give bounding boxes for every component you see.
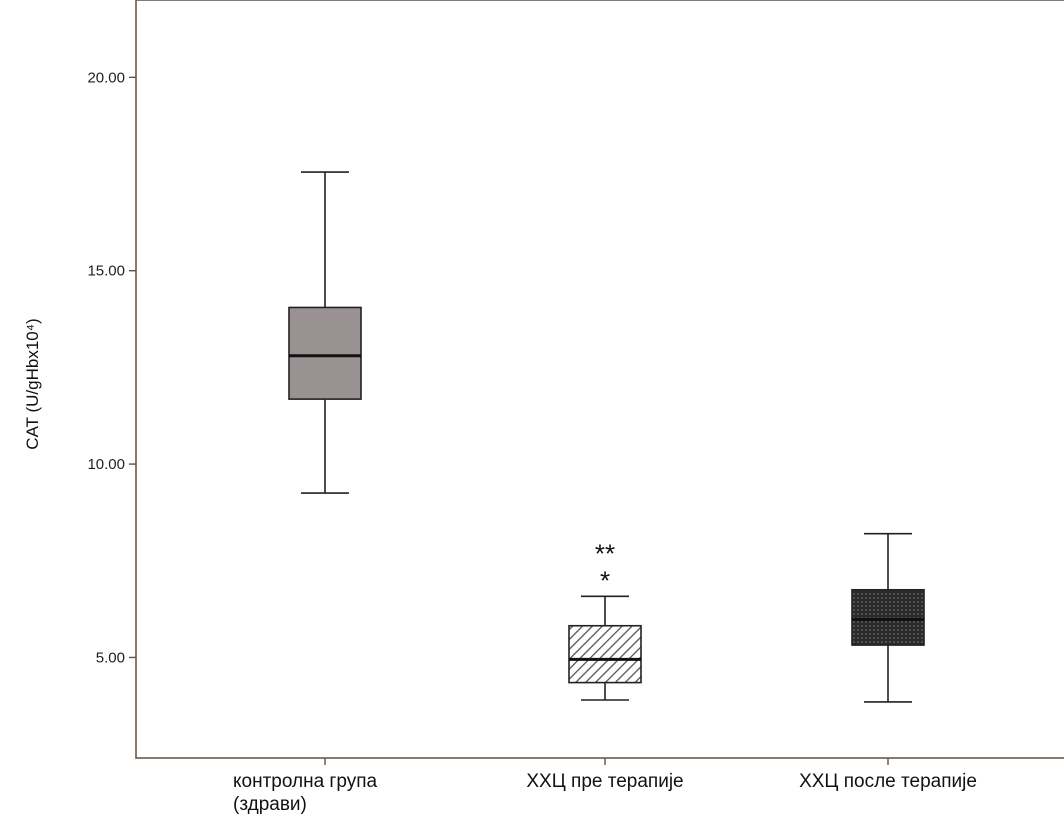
x-category-label: ХХЦ после терапије (799, 771, 977, 792)
x-category-label-line: ХХЦ пре терапије (526, 771, 683, 792)
box-1 (288, 171, 362, 494)
outlier-marker: ** (595, 538, 615, 568)
box-iqr (288, 306, 362, 400)
x-category-label-line: контролна група (233, 771, 378, 792)
boxes: *** (288, 171, 925, 703)
x-category-label: контролна група (здрави) (233, 771, 378, 815)
y-axis: 5.00 10.00 15.00 20.00 (87, 69, 136, 666)
box-3 (851, 532, 925, 703)
outlier-marker: * (600, 565, 610, 595)
box-iqr (851, 588, 925, 646)
plot-frame (135, 0, 1064, 759)
x-category-label-line: ХХЦ после терапије (799, 771, 977, 792)
x-category-label-line: (здрави) (233, 794, 307, 815)
box-iqr (568, 624, 642, 684)
y-tick-label: 15.00 (87, 263, 125, 280)
x-category-label: ХХЦ пре терапије (526, 771, 683, 792)
y-axis-title: CAT (U/gHbx10⁴) (23, 318, 42, 449)
y-tick-label: 5.00 (96, 649, 125, 666)
x-axis: контролна група (здрави) ХХЦ пре терапије Х… (233, 758, 977, 815)
y-tick-label: 20.00 (87, 69, 125, 86)
box-2: *** (568, 538, 642, 701)
y-tick-label: 10.00 (87, 456, 125, 473)
